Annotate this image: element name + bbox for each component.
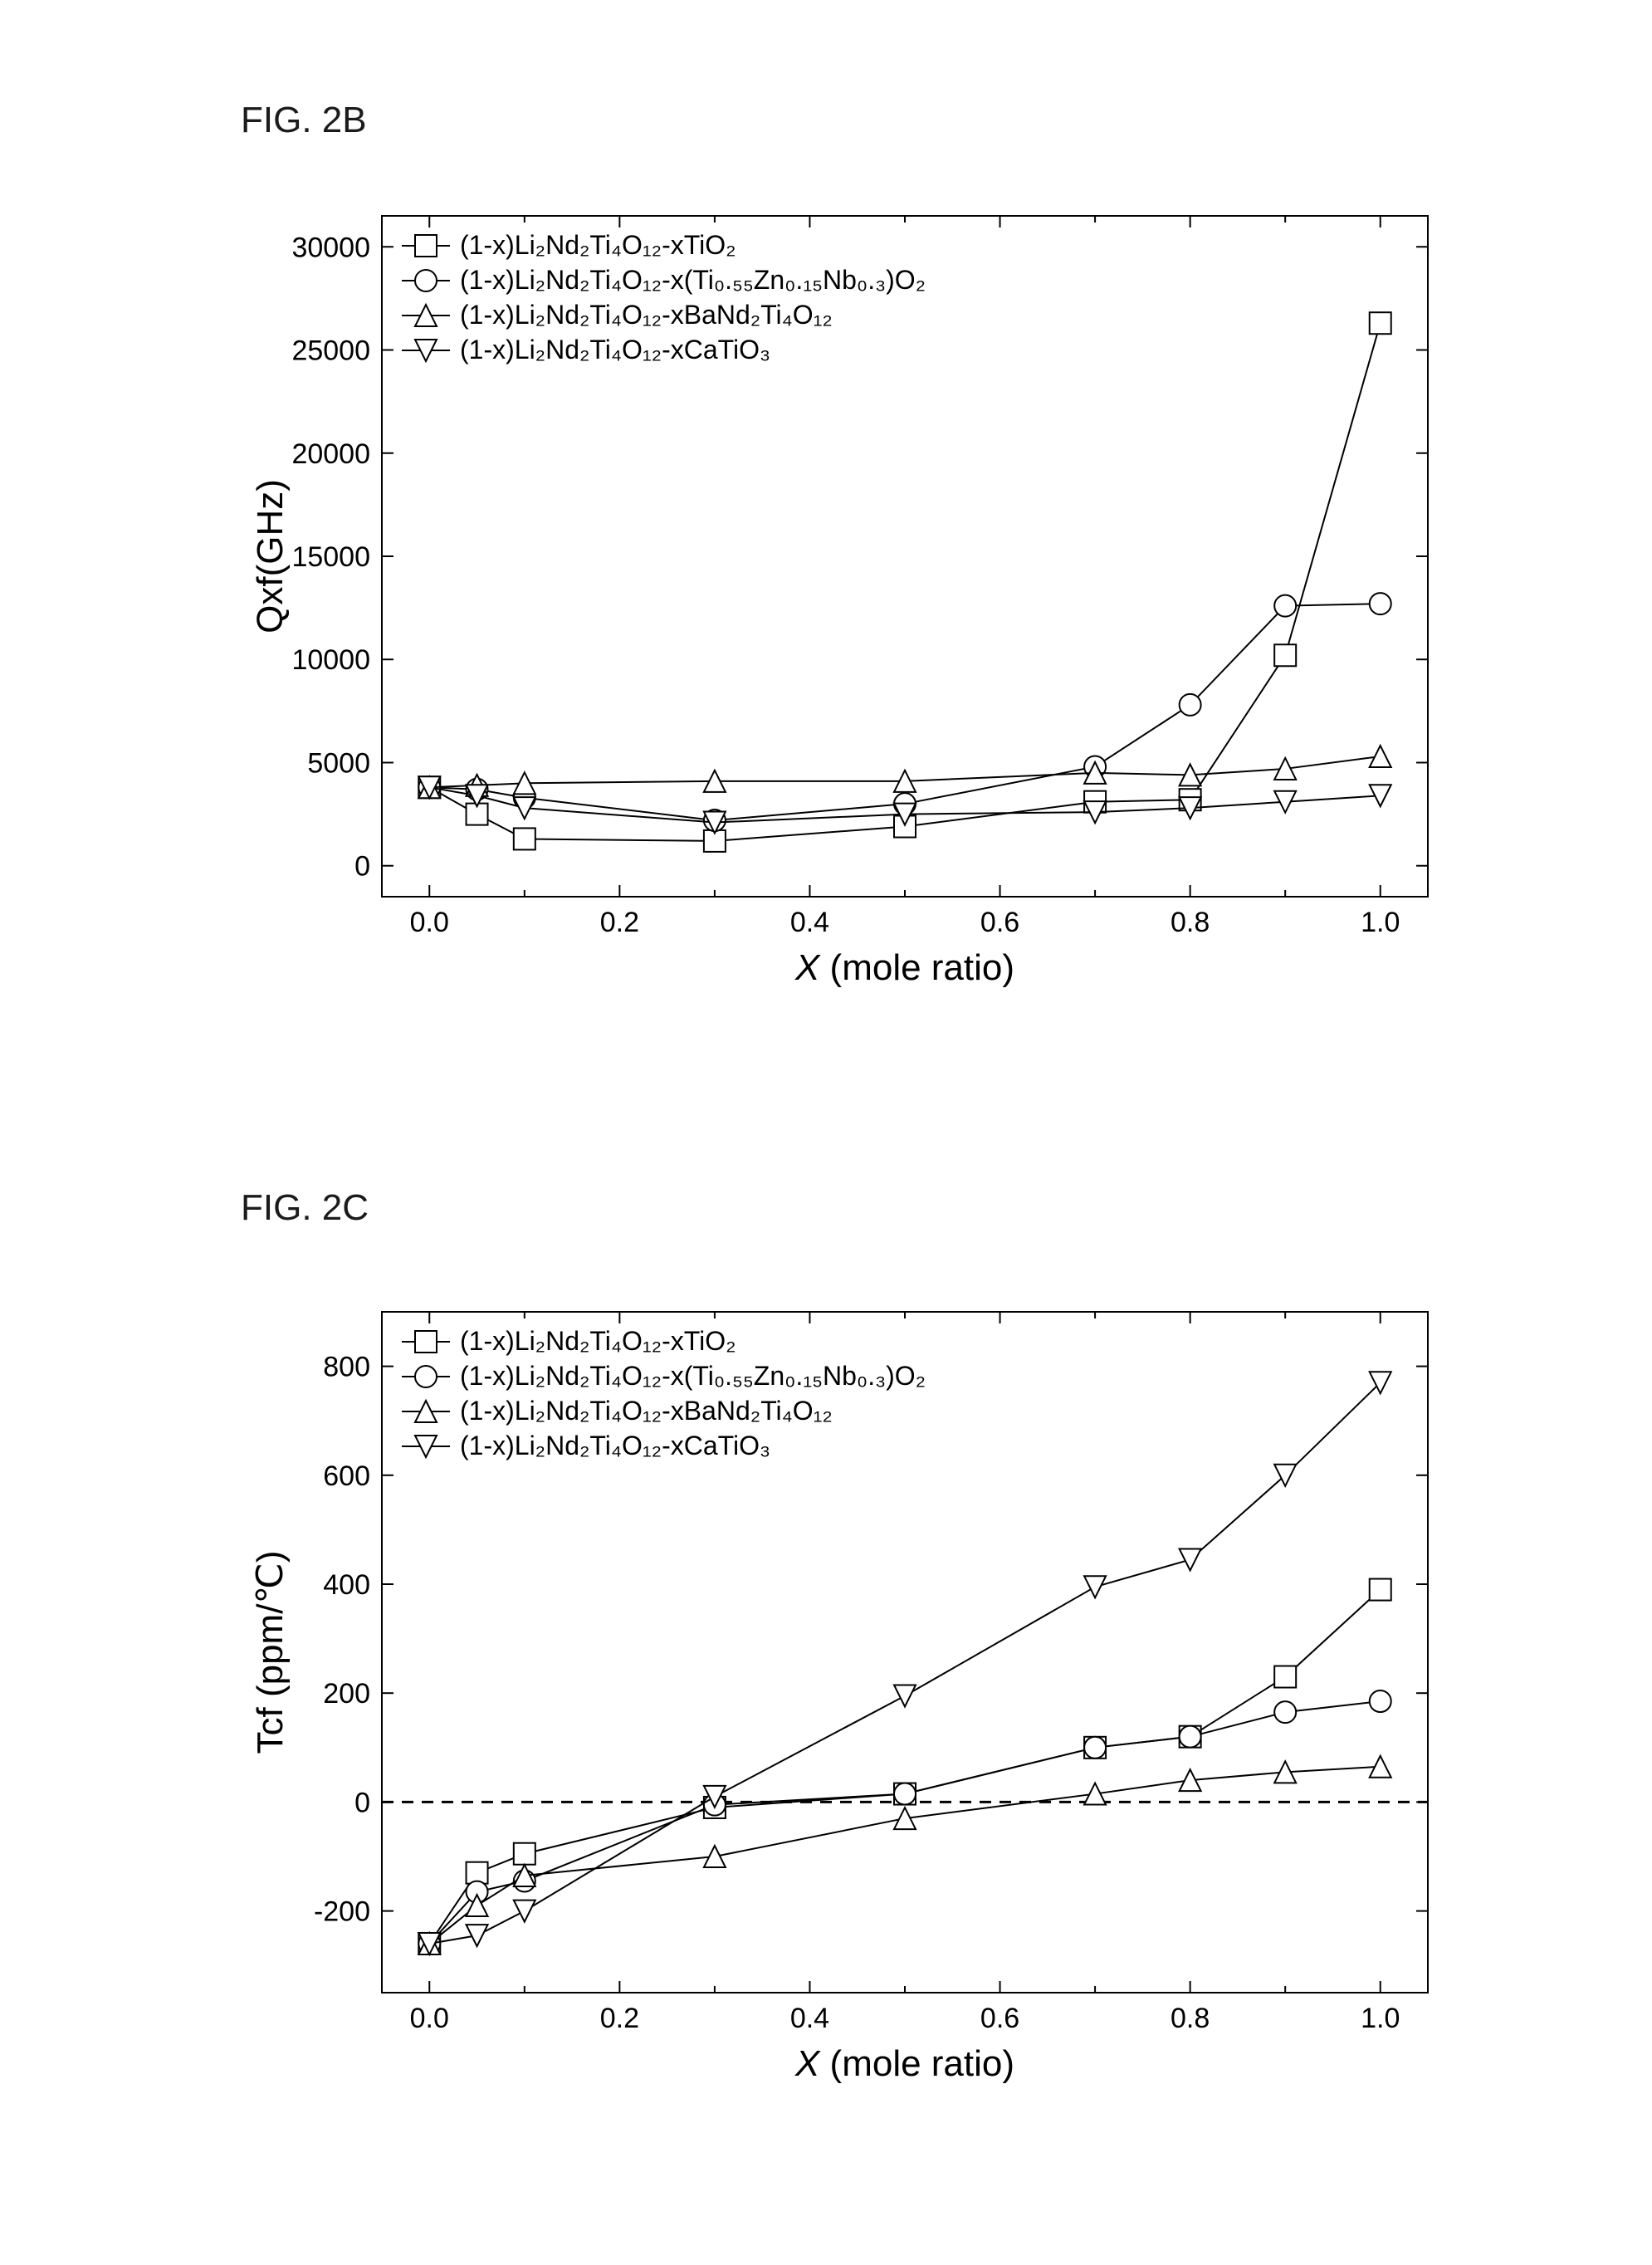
svg-text:(1-x)Li₂Nd₂Ti₄O₁₂-xBaNd₂Ti₄O₁₂: (1-x)Li₂Nd₂Ti₄O₁₂-xBaNd₂Ti₄O₁₂	[460, 300, 833, 330]
chart-2b-wrap: 0.0 0.2 0.4 0.6 0.8 1.0 0 5000 10000 15000 20000 25…	[232, 183, 1478, 1013]
svg-text:0.0: 0.0	[410, 907, 449, 938]
svg-text:(1-x)Li₂Nd₂Ti₄O₁₂-xCaTiO₃: (1-x)Li₂Nd₂Ti₄O₁₂-xCaTiO₃	[460, 335, 770, 364]
svg-text:(1-x)Li₂Nd₂Ti₄O₁₂-x(Ti₀.₅₅Zn₀.: (1-x)Li₂Nd₂Ti₄O₁₂-x(Ti₀.₅₅Zn₀.₁₅Nb₀.₃)O₂	[460, 265, 926, 295]
svg-text:(1-x)Li₂Nd₂Ti₄O₁₂-xBaNd₂Ti₄O₁₂: (1-x)Li₂Nd₂Ti₄O₁₂-xBaNd₂Ti₄O₁₂	[460, 1396, 833, 1426]
svg-text:-200: -200	[314, 1896, 370, 1928]
svg-text:(1-x)Li₂Nd₂Ti₄O₁₂-x(Ti₀.₅₅Zn₀.: (1-x)Li₂Nd₂Ti₄O₁₂-x(Ti₀.₅₅Zn₀.₁₅Nb₀.₃)O₂	[460, 1361, 926, 1391]
svg-text:Qxf(GHz): Qxf(GHz)	[250, 479, 291, 634]
svg-text:200: 200	[323, 1678, 370, 1710]
svg-text:0: 0	[354, 1787, 370, 1818]
svg-text:(1-x)Li₂Nd₂Ti₄O₁₂-xTiO₂: (1-x)Li₂Nd₂Ti₄O₁₂-xTiO₂	[460, 1326, 736, 1356]
svg-text:0.6: 0.6	[980, 2003, 1019, 2034]
svg-text:0: 0	[354, 851, 370, 883]
svg-text:10000: 10000	[291, 644, 370, 676]
svg-text:Tcf (ppm/℃): Tcf (ppm/℃)	[250, 1551, 291, 1754]
svg-text:X (mole ratio): X (mole ratio)	[794, 2043, 1014, 2084]
svg-text:(1-x)Li₂Nd₂Ti₄O₁₂-xTiO₂: (1-x)Li₂Nd₂Ti₄O₁₂-xTiO₂	[460, 230, 736, 260]
svg-text:1.0: 1.0	[1361, 2003, 1400, 2034]
svg-text:1.0: 1.0	[1361, 907, 1400, 938]
svg-text:0.6: 0.6	[980, 907, 1019, 938]
svg-text:15000: 15000	[291, 541, 370, 573]
svg-text:0.8: 0.8	[1171, 907, 1210, 938]
svg-text:0.0: 0.0	[410, 2003, 449, 2034]
svg-text:0.8: 0.8	[1171, 2003, 1210, 2034]
svg-text:400: 400	[323, 1569, 370, 1601]
svg-text:(1-x)Li₂Nd₂Ti₄O₁₂-xCaTiO₃: (1-x)Li₂Nd₂Ti₄O₁₂-xCaTiO₃	[460, 1431, 770, 1460]
svg-text:X (mole ratio): X (mole ratio)	[794, 947, 1014, 988]
svg-text:30000: 30000	[291, 232, 370, 263]
chart-2c-wrap: 0.0 0.2 0.4 0.6 0.8 1.0 -200 0 200 400 600 800 X (mo…	[232, 1279, 1478, 2109]
svg-text:0.4: 0.4	[790, 907, 829, 938]
svg-text:20000: 20000	[291, 438, 370, 470]
svg-text:5000: 5000	[307, 747, 370, 779]
svg-text:0.2: 0.2	[600, 907, 639, 938]
chart-2b: 0.0 0.2 0.4 0.6 0.8 1.0 0 5000 10000 15000 20000 25…	[232, 183, 1478, 1013]
chart-2c: 0.0 0.2 0.4 0.6 0.8 1.0 -200 0 200 400 600 800 X (mo…	[232, 1279, 1478, 2109]
svg-text:600: 600	[323, 1460, 370, 1492]
svg-text:0.4: 0.4	[790, 2003, 829, 2034]
svg-text:0.2: 0.2	[600, 2003, 639, 2034]
svg-text:800: 800	[323, 1352, 370, 1383]
figure-label-2c: FIG. 2C	[241, 1187, 369, 1229]
svg-text:25000: 25000	[291, 335, 370, 367]
figure-label-2b: FIG. 2B	[241, 100, 367, 141]
page: FIG. 2B 0.0 0.2 0.4 0.6 0.8 1.0 0 5000 10000 1500…	[0, 0, 1652, 2265]
